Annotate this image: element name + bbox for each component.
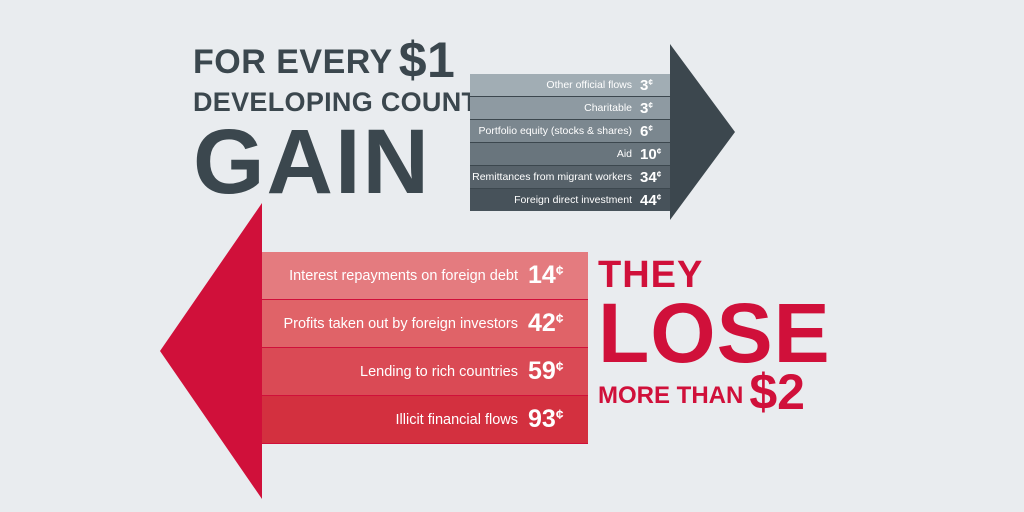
lose-row-number: 42 (528, 309, 556, 337)
gain-row-value: 44¢ (640, 192, 664, 209)
gain-row-value: 3¢ (640, 100, 664, 117)
lose-row-value: 42¢ (528, 309, 568, 338)
gain-row-number: 44 (640, 191, 657, 209)
gain-heading-word: GAIN (193, 111, 431, 213)
gain-row-value: 6¢ (640, 123, 664, 140)
lose-heading-line1: THEY (598, 254, 704, 296)
cent-symbol: ¢ (555, 310, 564, 326)
cent-symbol: ¢ (656, 169, 662, 179)
cent-symbol: ¢ (555, 262, 564, 278)
lose-row-number: 93 (528, 405, 556, 433)
gain-row: Other official flows 3¢ (470, 74, 670, 96)
gain-row-number: 6 (640, 122, 649, 140)
gain-row: Aid 10¢ (470, 143, 670, 165)
gain-row-label: Other official flows (546, 79, 632, 91)
cent-symbol: ¢ (648, 123, 653, 133)
lose-row-label: Illicit financial flows (395, 411, 519, 428)
gain-row-number: 34 (640, 168, 657, 186)
gain-row: Remittances from migrant workers 34¢ (470, 166, 670, 188)
lose-row: Lending to rich countries 59¢ (262, 348, 588, 395)
gain-row-label: Aid (616, 148, 632, 160)
lose-row: Illicit financial flows 93¢ (262, 396, 588, 443)
lose-row-value: 93¢ (528, 405, 568, 434)
lose-heading-line3: MORE THAN $2 (598, 367, 831, 417)
gain-row: Portfolio equity (stocks & shares) 6¢ (470, 120, 670, 142)
lose-row-number: 14 (528, 261, 556, 289)
lose-list: Interest repayments on foreign debt 14¢ … (262, 252, 588, 444)
lose-heading-word: LOSE (598, 286, 831, 380)
lose-row-number: 59 (528, 357, 556, 385)
gain-row: Charitable 3¢ (470, 97, 670, 119)
lose-row-value: 14¢ (528, 261, 568, 290)
gain-row-number: 10 (640, 145, 657, 163)
gain-heading-line1: FOR EVERY $1 (193, 35, 543, 85)
gain-row-number: 3 (640, 76, 649, 94)
cent-symbol: ¢ (648, 100, 653, 110)
lose-amount: $2 (749, 364, 805, 420)
gain-list: Other official flows 3¢ Charitable 3¢ Po… (470, 74, 670, 212)
cent-symbol: ¢ (648, 77, 653, 87)
lose-row-label: Profits taken out by foreign investors (283, 315, 518, 332)
gain-row-label: Foreign direct investment (514, 194, 632, 206)
for-every-text: FOR EVERY (193, 43, 393, 81)
gain-row-value: 10¢ (640, 146, 664, 163)
gain-row-value: 34¢ (640, 169, 664, 186)
gain-amount: $1 (398, 32, 456, 88)
gain-row-label: Charitable (584, 102, 632, 114)
gain-row-label: Portfolio equity (stocks & shares) (478, 125, 632, 137)
more-than-text: MORE THAN (598, 382, 744, 409)
lose-row-label: Interest repayments on foreign debt (289, 267, 518, 284)
lose-heading: THEY LOSE MORE THAN $2 (598, 254, 831, 417)
gain-row-number: 3 (640, 99, 649, 117)
cent-symbol: ¢ (555, 406, 564, 422)
gain-row-value: 3¢ (640, 77, 664, 94)
lose-row: Interest repayments on foreign debt 14¢ (262, 252, 588, 299)
lose-row-value: 59¢ (528, 357, 568, 386)
lose-row-label: Lending to rich countries (360, 363, 518, 380)
gain-row-label: Remittances from migrant workers (472, 171, 632, 183)
gain-row: Foreign direct investment 44¢ (470, 189, 670, 211)
lose-row: Profits taken out by foreign investors 4… (262, 300, 588, 347)
cent-symbol: ¢ (656, 192, 662, 202)
cent-symbol: ¢ (555, 358, 564, 374)
cent-symbol: ¢ (656, 146, 662, 156)
